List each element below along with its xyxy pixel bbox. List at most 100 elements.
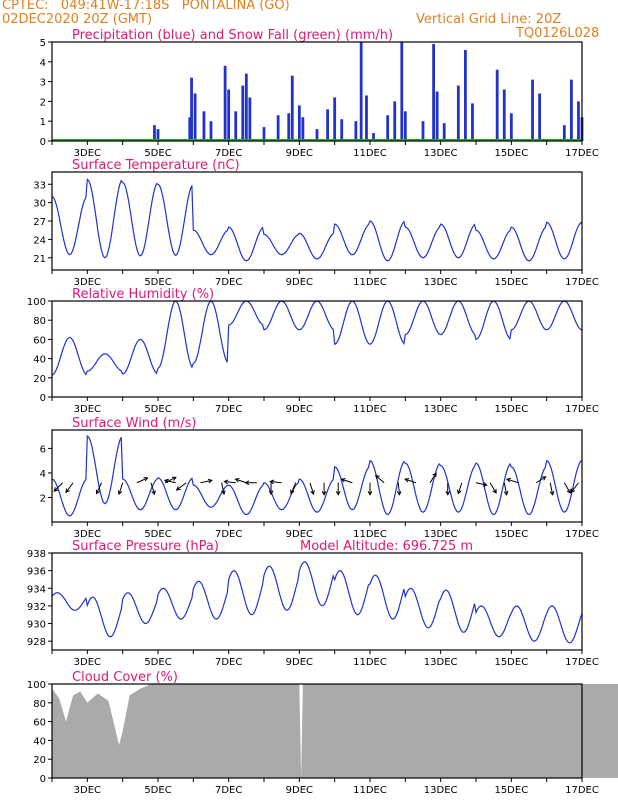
x-tick-label: 3DEC	[74, 529, 101, 540]
precip-bar	[538, 93, 541, 141]
x-tick-label: 9DEC	[286, 785, 313, 796]
y-tick-label: 30	[33, 199, 46, 210]
y-tick-label: 928	[27, 637, 46, 648]
precip-bar	[244, 73, 248, 141]
wind-arrow-head	[321, 490, 327, 496]
panel-title-4: Surface Pressure (hPa)	[72, 539, 219, 554]
y-tick-label: 80	[33, 316, 46, 327]
wind-arrow-head	[445, 490, 451, 496]
wind-arrow	[224, 481, 236, 484]
x-tick-label: 7DEC	[215, 277, 242, 288]
y-tick-label: 80	[33, 699, 46, 710]
y-tick-label: 33	[33, 180, 46, 191]
wind-arrow	[136, 477, 148, 484]
wind-arrow-head	[566, 488, 571, 494]
wind-arrow-head	[175, 486, 181, 491]
panel-title-1: Surface Temperature (nC)	[72, 158, 240, 173]
x-tick-label: 13DEC	[424, 657, 458, 668]
precip-bar	[495, 69, 499, 141]
precip-bar	[456, 85, 460, 141]
series-line-1	[51, 178, 583, 262]
precip-bar	[354, 121, 358, 141]
wind-arrow	[150, 482, 156, 495]
wind-arrow-head	[221, 490, 226, 496]
wind-arrow-head	[290, 489, 295, 495]
y-tick-label: 2	[40, 493, 46, 504]
precip-bar	[297, 105, 301, 141]
wind-arrow-head	[541, 476, 547, 481]
x-tick-label: 11DEC	[353, 148, 387, 159]
wind-arrow	[570, 482, 579, 493]
wind-arrow	[397, 482, 400, 495]
x-tick-label: 15DEC	[494, 404, 528, 415]
wind-arrow	[290, 482, 297, 494]
precip-bar	[562, 125, 566, 141]
x-tick-label: 5DEC	[144, 148, 171, 159]
wind-arrow	[404, 478, 417, 484]
panel-title-5: Cloud Cover (%)	[72, 670, 178, 685]
y-tick-label: 40	[33, 736, 46, 747]
precip-bar	[509, 113, 513, 141]
x-tick-label: 11DEC	[353, 785, 387, 796]
x-tick-label: 11DEC	[353, 529, 387, 540]
wind-arrow-head	[549, 490, 555, 496]
precip-bar	[227, 89, 231, 141]
x-tick-label: 9DEC	[286, 148, 313, 159]
precip-bar	[262, 127, 266, 141]
wind-arrow-head	[244, 480, 250, 486]
series-line-3	[51, 434, 583, 517]
panel-title-3: Surface Wind (m/s)	[72, 416, 196, 431]
panel-title-0: Precipitation (blue) and Snow Fall (gree…	[72, 28, 393, 43]
precip-bar	[442, 123, 446, 141]
precip-bar	[340, 119, 344, 141]
wind-arrow	[221, 482, 225, 495]
wind-arrow	[270, 481, 282, 484]
y-tick-label: 6	[40, 444, 46, 455]
y-tick-label: 938	[27, 549, 46, 560]
wind-arrow	[535, 476, 546, 484]
precip-bar	[421, 121, 425, 141]
wind-arrow	[164, 479, 176, 484]
x-tick-label: 7DEC	[215, 785, 242, 796]
panel-annotation-4: Model Altitude: 696.725 m	[300, 539, 473, 554]
x-tick-label: 9DEC	[286, 404, 313, 415]
y-tick-label: 3	[40, 78, 46, 89]
x-tick-label: 15DEC	[494, 148, 528, 159]
panel-title-2: Relative Humidity (%)	[72, 287, 214, 302]
x-tick-label: 15DEC	[494, 529, 528, 540]
wind-arrow	[96, 482, 102, 494]
wind-arrow-head	[117, 490, 123, 496]
precip-bar	[276, 115, 280, 141]
wind-arrow-head	[404, 477, 410, 483]
x-tick-label: 11DEC	[353, 277, 387, 288]
precip-bar	[290, 75, 294, 141]
y-tick-label: 20	[33, 374, 46, 385]
x-tick-label: 7DEC	[215, 148, 242, 159]
y-tick-label: 930	[27, 620, 46, 631]
precip-bar	[301, 117, 305, 141]
x-tick-label: 9DEC	[286, 529, 313, 540]
wind-arrow-head	[163, 478, 169, 484]
x-tick-label: 5DEC	[144, 277, 171, 288]
wind-arrow	[489, 482, 497, 494]
x-tick-label: 3DEC	[74, 277, 101, 288]
x-tick-label: 11DEC	[353, 657, 387, 668]
precip-bar	[435, 91, 439, 141]
y-tick-label: 0	[40, 393, 46, 404]
wind-arrow	[506, 478, 519, 484]
x-tick-label: 17DEC	[565, 404, 599, 415]
precip-bar	[359, 42, 363, 141]
y-tick-label: 20	[33, 755, 46, 766]
x-tick-label: 13DEC	[424, 277, 458, 288]
y-tick-label: 1	[40, 117, 46, 128]
model-code: TQ0126L028	[516, 26, 600, 41]
x-tick-label: 13DEC	[424, 404, 458, 415]
wind-arrow-head	[65, 488, 70, 494]
y-tick-label: 2	[40, 97, 46, 108]
wind-arrow	[53, 482, 63, 492]
x-tick-label: 5DEC	[144, 404, 171, 415]
wind-arrow	[503, 482, 508, 495]
wind-arrow-head	[151, 490, 156, 496]
precip-bar	[188, 117, 192, 141]
